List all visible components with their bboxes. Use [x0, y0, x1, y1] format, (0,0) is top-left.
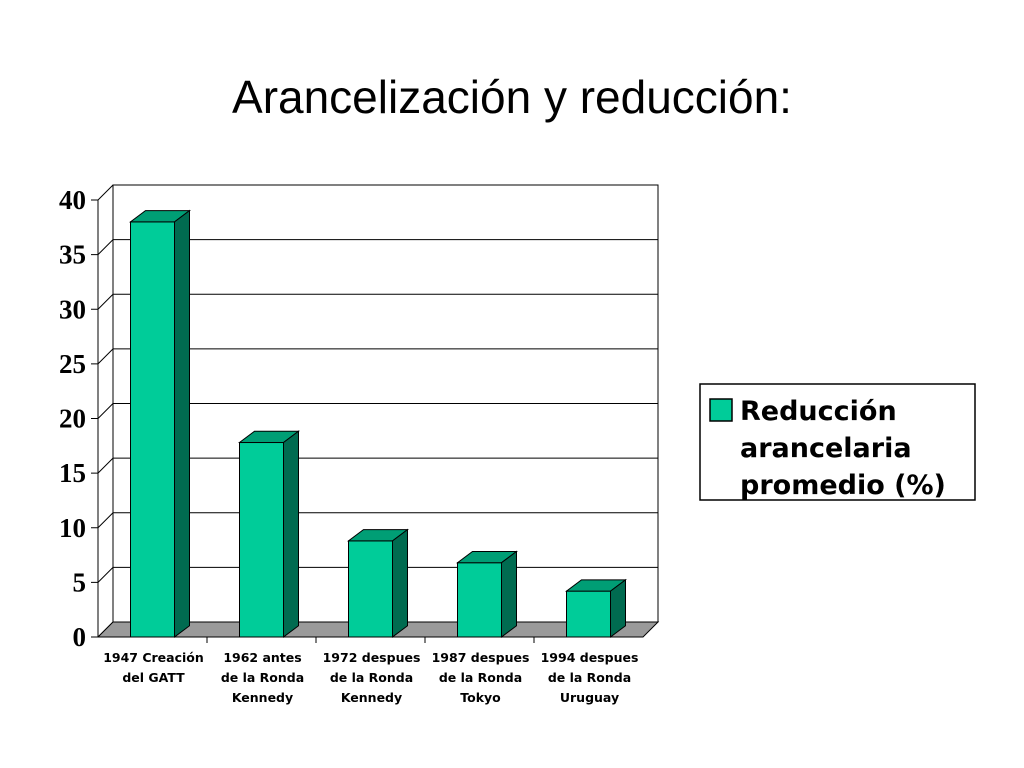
y-tick-label: 25 — [59, 349, 86, 379]
slide-title: Arancelización y reducción: — [232, 71, 792, 123]
x-tick-label-line: de la Ronda — [330, 670, 413, 685]
bar-side — [610, 578, 626, 638]
gridline-side — [97, 239, 114, 255]
y-tick-label: 40 — [59, 185, 86, 215]
x-tick-label-line: 1972 despues — [323, 650, 421, 665]
bar-side — [392, 528, 408, 638]
y-tick-label: 10 — [59, 513, 86, 543]
x-tick-label-line: 1994 despues — [541, 650, 639, 665]
x-tick-label: 1987 despues de la Ronda Tokyo — [432, 650, 530, 705]
bar-side — [283, 430, 299, 638]
x-tick-label-line: Kennedy — [232, 690, 293, 705]
bar — [347, 528, 409, 638]
x-tick-label: 1994 despues de la Ronda Uruguay — [541, 650, 639, 705]
legend-label-line: arancelaria — [740, 433, 912, 464]
bar-side — [501, 550, 517, 638]
x-axis-ticks: 1947 Creación del GATT 1962 antes de la Ron… — [103, 637, 638, 705]
x-tick-label: 1947 Creación del GATT — [103, 650, 204, 685]
gridline-side — [97, 348, 114, 365]
x-tick-label-line: de la Ronda — [221, 670, 304, 685]
x-tick-label-line: de la Ronda — [439, 670, 522, 685]
gridline-side — [97, 567, 114, 583]
legend-swatch — [709, 398, 733, 422]
y-tick-label: 5 — [73, 567, 87, 597]
legend-box — [699, 383, 976, 501]
x-tick-label-line: Uruguay — [560, 690, 619, 705]
x-tick-label-line: Kennedy — [341, 690, 402, 705]
bar-front — [348, 540, 393, 638]
bar-side — [174, 209, 190, 638]
y-tick-label: 0 — [73, 622, 87, 652]
bar — [456, 550, 518, 638]
legend-label: Reducción arancelaria promedio (%) — [740, 396, 946, 501]
bar-series — [129, 209, 627, 638]
x-tick-label-line: 1987 despues — [432, 650, 530, 665]
bar-front — [130, 221, 175, 638]
gridline-side — [97, 293, 114, 310]
gridline-side — [97, 457, 114, 474]
gridline-side — [97, 512, 114, 529]
x-tick-label-line: del GATT — [122, 670, 185, 685]
y-tick-label: 35 — [59, 240, 86, 270]
x-tick-label-line: de la Ronda — [548, 670, 631, 685]
bar — [565, 578, 627, 638]
gridline-side — [97, 184, 114, 201]
x-tick-label: 1962 antes de la Ronda Kennedy — [221, 650, 304, 705]
bar — [238, 430, 300, 638]
y-tick-label: 30 — [59, 294, 86, 324]
legend: Reducción arancelaria promedio (%) — [699, 383, 976, 501]
x-tick-label-line: 1947 Creación — [103, 650, 204, 665]
gridline-side — [97, 403, 114, 419]
legend-label-line: Reducción — [740, 396, 897, 427]
legend-label-line: promedio (%) — [740, 470, 946, 501]
x-tick-label-line: 1962 antes — [223, 650, 301, 665]
y-tick-label: 15 — [59, 458, 86, 488]
y-tick-label: 20 — [59, 404, 86, 434]
x-tick-label-line: Tokyo — [460, 690, 501, 705]
y-axis-ticks: 0 5 10 15 20 25 30 35 40 — [59, 185, 98, 652]
x-tick-label: 1972 despues de la Ronda Kennedy — [323, 650, 421, 705]
bar-front — [239, 442, 284, 638]
bar-front — [566, 590, 611, 638]
bar — [129, 209, 191, 638]
bar-front — [457, 562, 502, 638]
